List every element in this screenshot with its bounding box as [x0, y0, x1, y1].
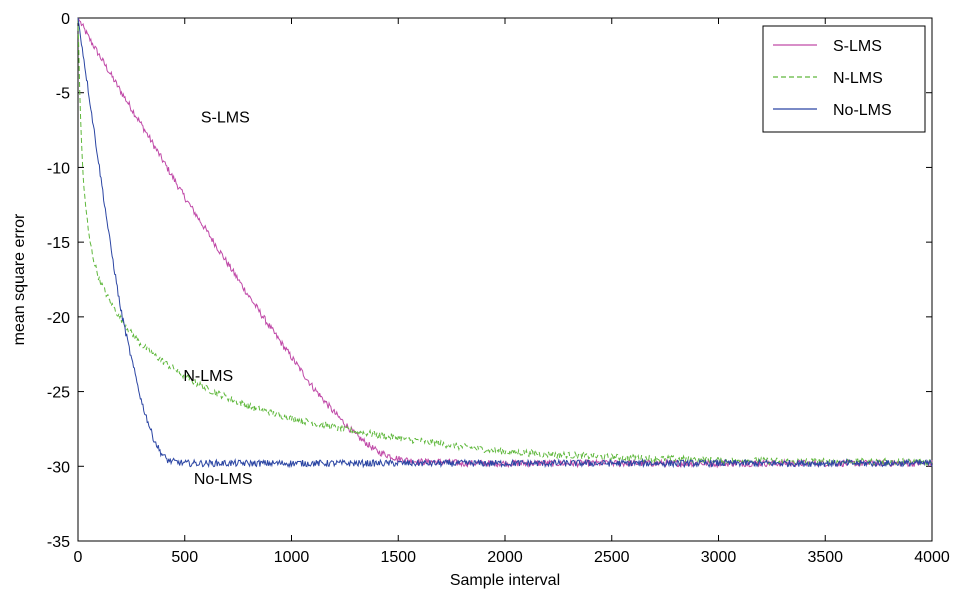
x-tick-label: 1000 [274, 549, 310, 566]
x-tick-label: 1500 [380, 549, 416, 566]
annotation-label: S-LMS [201, 110, 250, 127]
y-tick-label: -10 [47, 160, 70, 177]
annotation-layer: S-LMS N-LMS No-LMS [183, 110, 252, 489]
legend: S-LMS N-LMS No-LMS [762, 25, 926, 133]
y-tick-label: -30 [47, 459, 70, 476]
x-axis-title: Sample interval [450, 572, 560, 589]
x-tick-label: 3000 [701, 549, 737, 566]
x-tick-label: 4000 [914, 549, 950, 566]
y-tick-label: 0 [61, 11, 70, 28]
y-tick-label: -5 [56, 86, 70, 103]
x-tick-label: 2000 [487, 549, 523, 566]
legend-box [762, 25, 926, 133]
y-tick-label: -35 [47, 534, 70, 551]
annotation-label: N-LMS [183, 368, 233, 385]
y-tick-label: -15 [47, 235, 70, 252]
annotation-label: No-LMS [194, 471, 253, 488]
x-tick-label: 2500 [594, 549, 630, 566]
series-layer [77, 17, 933, 469]
y-axis-title: mean square error [11, 213, 28, 345]
x-tick-label: 3500 [807, 549, 843, 566]
legend-label: S-LMS [833, 38, 882, 55]
legend-label: N-LMS [833, 70, 883, 87]
x-tick-label: 500 [171, 549, 198, 566]
y-tick-label: -25 [47, 385, 70, 402]
legend-label: No-LMS [833, 102, 892, 119]
y-axis: 0 -5 -10 -15 -20 -25 -30 -35 [47, 11, 932, 551]
x-tick-label: 0 [74, 549, 83, 566]
x-axis: 0 500 1000 1500 2000 2500 3000 3500 4000 [74, 18, 950, 566]
y-tick-label: -20 [47, 310, 70, 327]
series-line-no-lms [77, 17, 933, 469]
